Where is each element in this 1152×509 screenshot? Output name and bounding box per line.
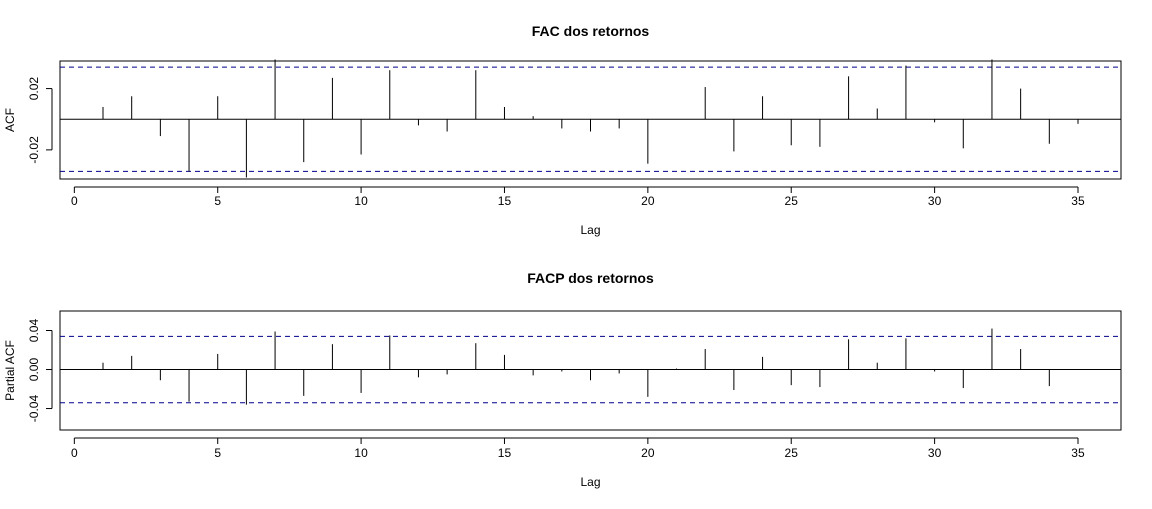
x-tick-label: 25: [785, 446, 799, 460]
chart-panel-1: FAC dos retornos 0 5 10 15 20 25 30 35 Lag -0.02 0.…: [3, 23, 1122, 237]
y-tick-label: -0.02: [27, 136, 41, 164]
x-tick-label: 30: [928, 446, 942, 460]
x-tick-label: 10: [354, 194, 368, 208]
x-tick-label: 15: [498, 194, 512, 208]
x-tick-label: 5: [214, 446, 221, 460]
y-tick-label: -0.04: [27, 395, 41, 423]
x-tick-label: 5: [214, 194, 221, 208]
y-tick-label: 0.02: [27, 77, 41, 101]
chart-panel-2: FACP dos retornos 0 5 10 15 20 25 30 35 Lag -0.04 0…: [3, 270, 1122, 489]
plot-frame: [59, 60, 1122, 180]
x-tick-label: 20: [641, 194, 655, 208]
x-tick-label: 35: [1071, 194, 1085, 208]
chart-title: FAC dos retornos: [532, 23, 650, 39]
y-tick-label: 0.04: [27, 319, 41, 343]
y-axis-label: Partial ACF: [3, 340, 17, 401]
plot-frame: [59, 310, 1122, 431]
x-tick-label: 0: [71, 194, 78, 208]
x-axis-label: Lag: [580, 475, 600, 489]
x-tick-label: 15: [498, 446, 512, 460]
x-tick-label: 35: [1071, 446, 1085, 460]
x-tick-label: 25: [785, 194, 799, 208]
x-tick-label: 10: [354, 446, 368, 460]
y-tick-label: 0.00: [27, 358, 41, 382]
x-tick-label: 20: [641, 446, 655, 460]
x-tick-label: 30: [928, 194, 942, 208]
y-axis-label: ACF: [3, 108, 17, 132]
chart-title: FACP dos retornos: [527, 270, 654, 286]
x-axis-label: Lag: [580, 223, 600, 237]
x-tick-label: 0: [71, 446, 78, 460]
